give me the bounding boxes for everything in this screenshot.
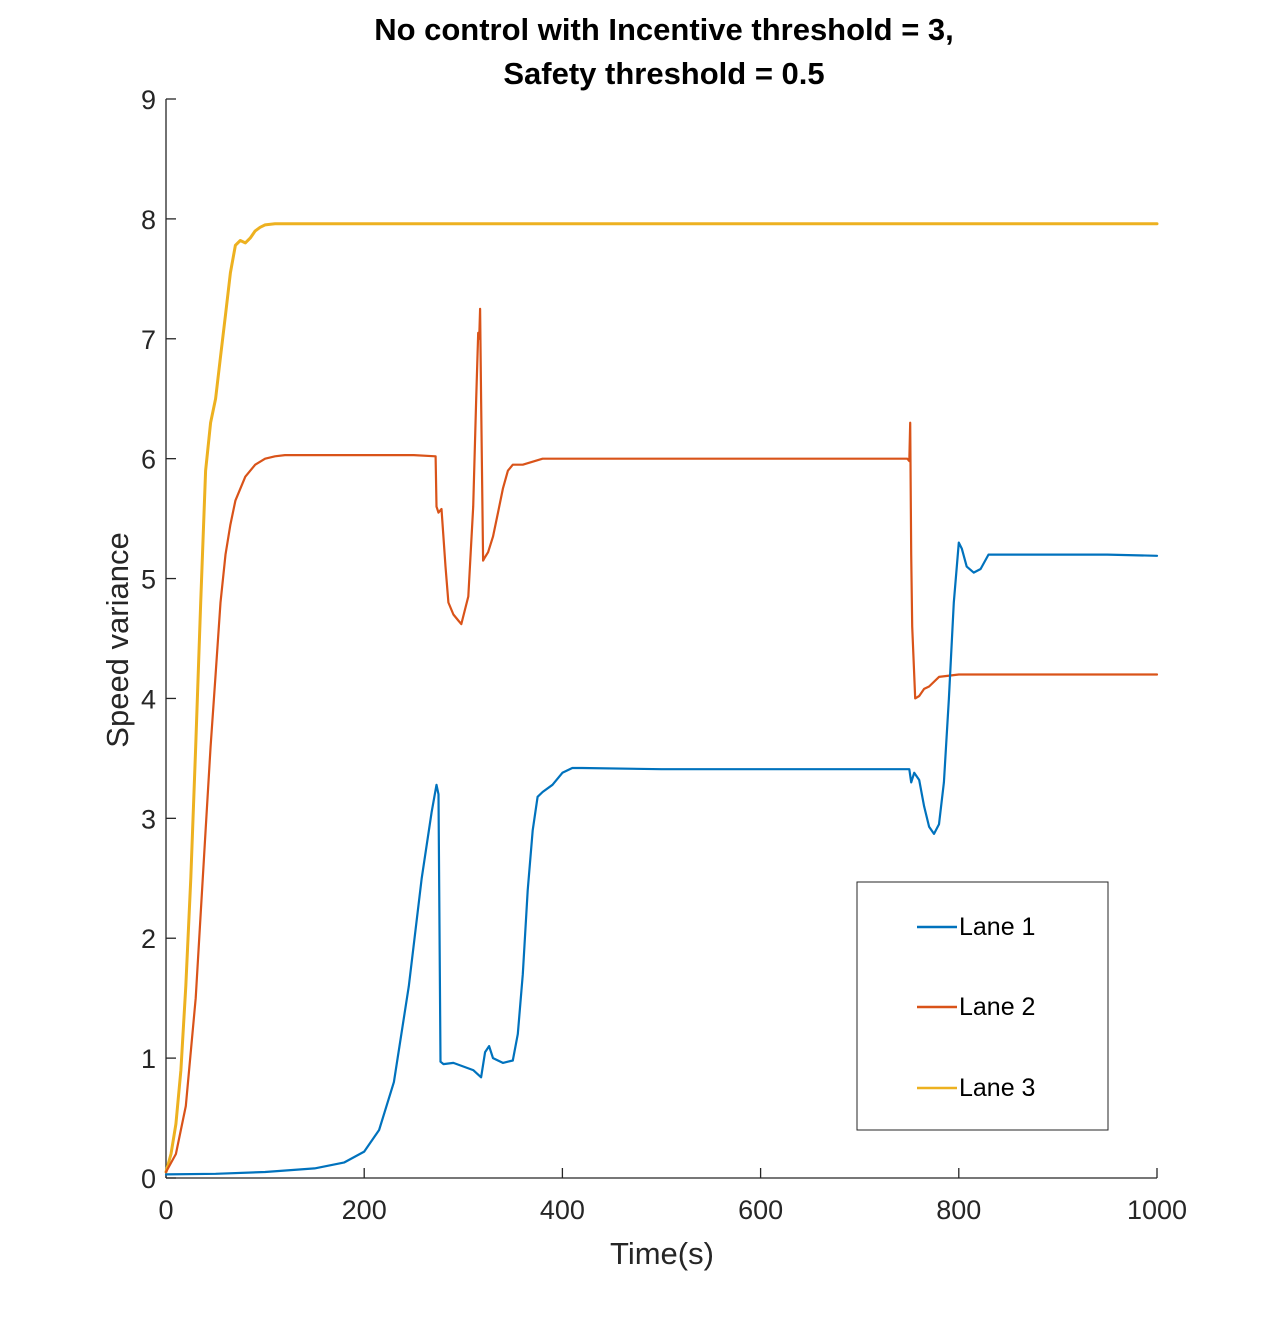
- x-tick-label: 600: [738, 1195, 783, 1225]
- y-tick-label: 7: [141, 325, 156, 355]
- x-tick-label: 400: [540, 1195, 585, 1225]
- series-line-lane-1: [164, 541, 1159, 1176]
- legend-label-lane-2: Lane 2: [959, 993, 1035, 1021]
- legend-label-lane-3: Lane 3: [959, 1074, 1035, 1102]
- y-axis-label: Speed variance: [100, 532, 135, 747]
- y-tick-label: 6: [141, 445, 156, 475]
- y-tick-label: 8: [141, 205, 156, 235]
- y-tick-label: 4: [141, 684, 156, 714]
- x-tick-label: 800: [936, 1195, 981, 1225]
- series-line-lane-3: [164, 222, 1159, 1174]
- axes: [165, 99, 1157, 1179]
- x-ticks: 0 200 400 600 800 1000: [158, 1168, 1187, 1225]
- y-tick-label: 1: [141, 1044, 156, 1074]
- legend-label-lane-1: Lane 1: [959, 913, 1035, 941]
- y-tick-label: 9: [141, 85, 156, 115]
- y-tick-label: 3: [141, 804, 156, 834]
- x-axis-label: Time(s): [610, 1236, 714, 1271]
- legend-box: [856, 881, 1109, 1131]
- y-tick-label: 5: [141, 565, 156, 595]
- x-tick-label: 200: [342, 1195, 387, 1225]
- legend: Lane 1 Lane 2 Lane 3: [856, 881, 1109, 1131]
- y-tick-label: 0: [141, 1164, 156, 1194]
- y-tick-label: 2: [141, 924, 156, 954]
- x-tick-label: 0: [158, 1195, 173, 1225]
- series-line-lane-2: [164, 307, 1159, 1174]
- x-tick-label: 1000: [1127, 1195, 1187, 1225]
- y-ticks: 0 1 2 3 4 5 6 7 8 9: [141, 85, 176, 1194]
- series-lines: [164, 222, 1159, 1176]
- chart-title-line-1: No control with Incentive threshold = 3,: [374, 12, 954, 47]
- chart-title-line-2: Safety threshold = 0.5: [503, 56, 824, 91]
